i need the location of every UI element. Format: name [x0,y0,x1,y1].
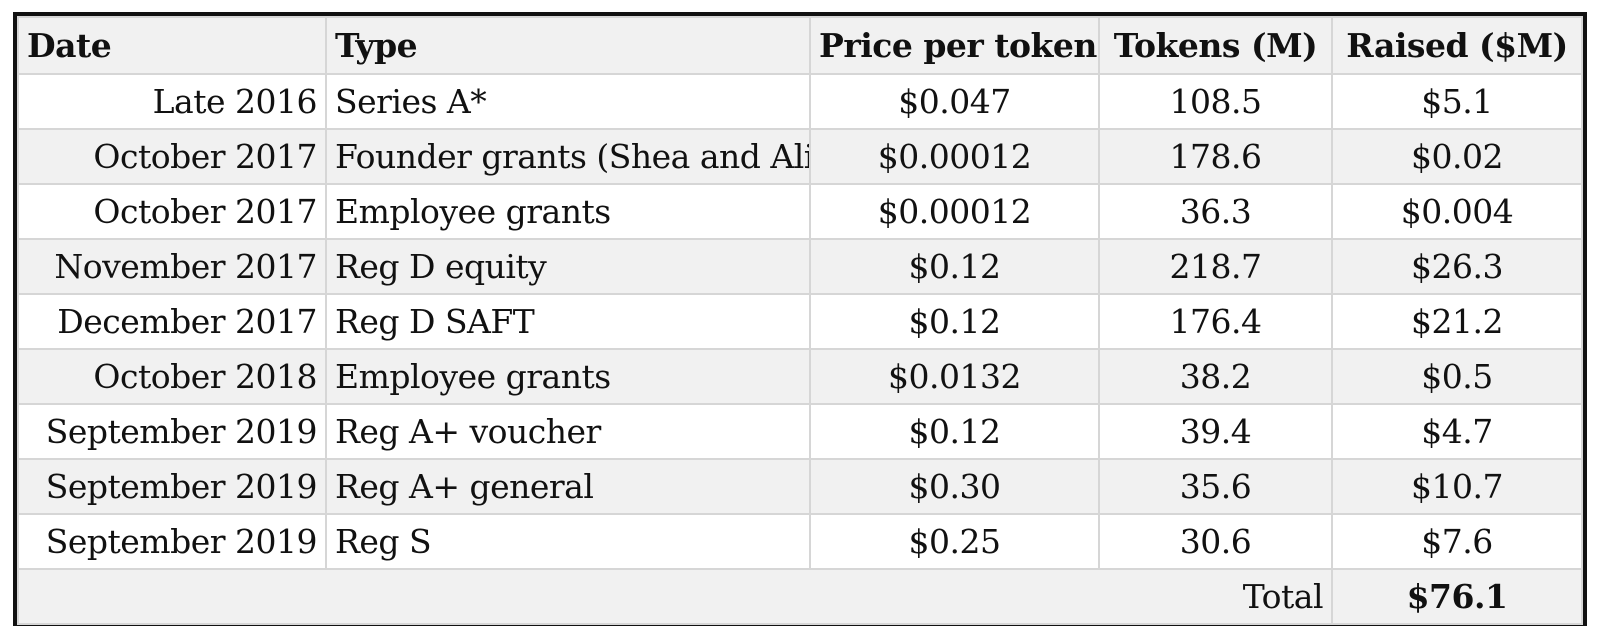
cell-type: Reg S [325,513,811,570]
cell-type: Founder grants (Shea and Ali) [325,128,811,185]
cell-tokens: 108.5 [1098,73,1333,130]
table-row: October 2018 Employee grants $0.0132 38.2 $0… [17,348,1583,405]
funding-table-container: Date Type Price per token Tokens (M) Rai… [13,12,1587,626]
header-row: Date Type Price per token Tokens (M) Rai… [17,16,1583,75]
header-type: Type [325,16,811,75]
table-row: October 2017 Employee grants $0.00012 36.3 $… [17,183,1583,240]
cell-date: December 2017 [17,293,327,350]
table-row: September 2019 Reg S $0.25 30.6 $7.6 [17,513,1583,570]
cell-raised: $0.02 [1331,128,1583,185]
cell-price: $0.00012 [809,183,1100,240]
cell-tokens: 35.6 [1098,458,1333,515]
total-label: Total [1098,568,1333,625]
cell-tokens: 218.7 [1098,238,1333,295]
header-raised: Raised ($M) [1331,16,1583,75]
table-row: September 2019 Reg A+ general $0.30 35.6 $10… [17,458,1583,515]
total-spacer [17,568,1100,625]
cell-tokens: 178.6 [1098,128,1333,185]
table-row: Late 2016 Series A* $0.047 108.5 $5.1 [17,73,1583,130]
cell-price: $0.0132 [809,348,1100,405]
cell-tokens: 176.4 [1098,293,1333,350]
cell-type: Employee grants [325,183,811,240]
table-body: Late 2016 Series A* $0.047 108.5 $5.1 October… [17,73,1583,570]
cell-tokens: 39.4 [1098,403,1333,460]
cell-price: $0.30 [809,458,1100,515]
cell-type: Series A* [325,73,811,130]
cell-date: October 2017 [17,128,327,185]
funding-table: Date Type Price per token Tokens (M) Rai… [17,16,1583,625]
cell-raised: $21.2 [1331,293,1583,350]
cell-raised: $26.3 [1331,238,1583,295]
cell-date: November 2017 [17,238,327,295]
total-row: Total $76.1 [17,568,1583,625]
cell-date: September 2019 [17,513,327,570]
cell-price: $0.12 [809,403,1100,460]
cell-tokens: 36.3 [1098,183,1333,240]
header-tokens: Tokens (M) [1098,16,1333,75]
header-price: Price per token [809,16,1100,75]
cell-raised: $10.7 [1331,458,1583,515]
cell-type: Reg A+ voucher [325,403,811,460]
cell-raised: $0.5 [1331,348,1583,405]
table-row: December 2017 Reg D SAFT $0.12 176.4 $21.2 [17,293,1583,350]
table-row: September 2019 Reg A+ voucher $0.12 39.4 $4.… [17,403,1583,460]
cell-raised: $4.7 [1331,403,1583,460]
cell-price: $0.12 [809,238,1100,295]
cell-price: $0.25 [809,513,1100,570]
cell-date: September 2019 [17,458,327,515]
table-row: October 2017 Founder grants (Shea and Ali… [17,128,1583,185]
cell-type: Reg D SAFT [325,293,811,350]
cell-tokens: 30.6 [1098,513,1333,570]
cell-tokens: 38.2 [1098,348,1333,405]
cell-date: October 2017 [17,183,327,240]
cell-price: $0.047 [809,73,1100,130]
table-row: November 2017 Reg D equity $0.12 218.7 $26.3 [17,238,1583,295]
header-date: Date [17,16,327,75]
cell-price: $0.12 [809,293,1100,350]
cell-date: September 2019 [17,403,327,460]
cell-date: Late 2016 [17,73,327,130]
cell-price: $0.00012 [809,128,1100,185]
cell-raised: $5.1 [1331,73,1583,130]
cell-type: Reg D equity [325,238,811,295]
cell-type: Employee grants [325,348,811,405]
total-value: $76.1 [1331,568,1583,625]
cell-raised: $7.6 [1331,513,1583,570]
cell-date: October 2018 [17,348,327,405]
cell-raised: $0.004 [1331,183,1583,240]
cell-type: Reg A+ general [325,458,811,515]
